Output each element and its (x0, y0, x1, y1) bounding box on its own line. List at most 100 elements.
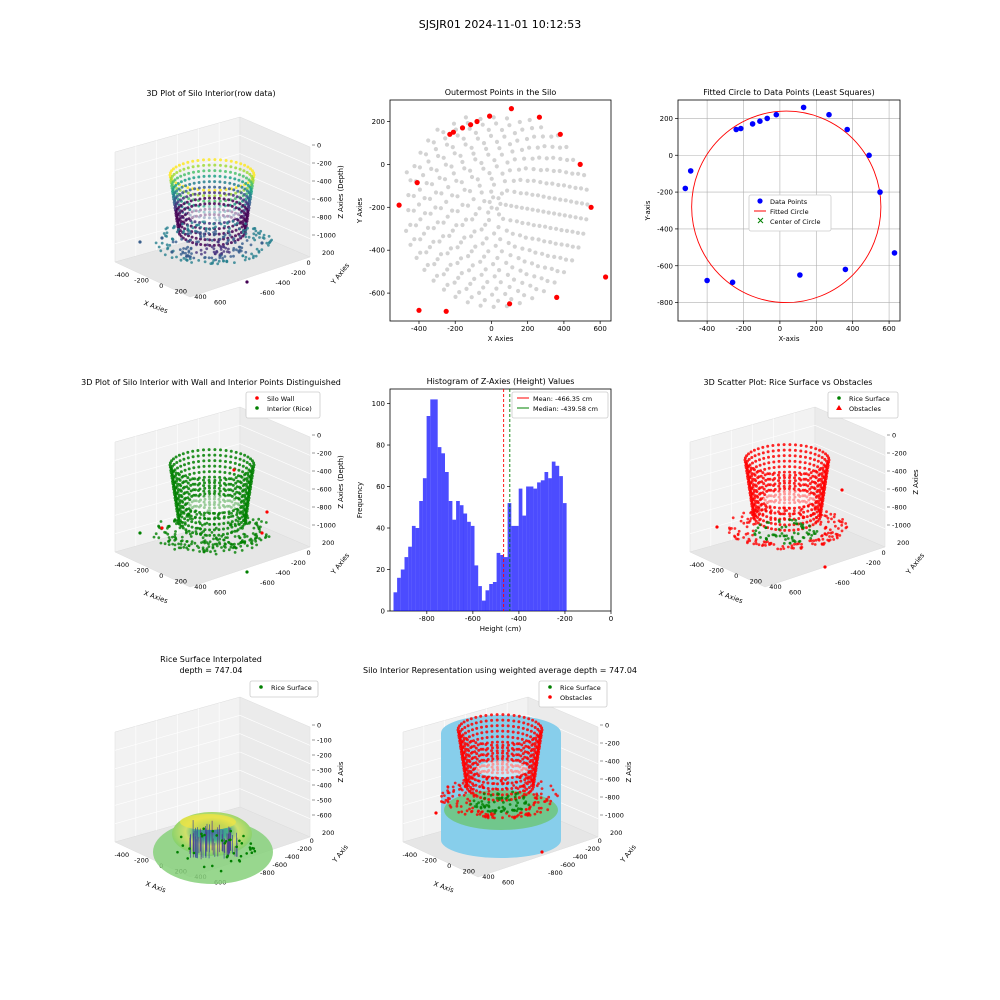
interior-point (531, 178, 536, 183)
data-point (208, 522, 212, 526)
data-point (773, 488, 777, 491)
interior-point (496, 196, 501, 201)
data-point (218, 191, 221, 195)
interior-point (494, 121, 499, 126)
data-point (815, 516, 818, 520)
data-point (792, 531, 796, 535)
grid-line (814, 480, 886, 511)
data-point (777, 448, 781, 452)
grid-line (814, 498, 886, 529)
data-point (480, 800, 484, 803)
data-point (184, 189, 188, 193)
data-point (192, 170, 195, 174)
data-point (195, 532, 198, 536)
data-point (496, 782, 499, 786)
data-point (223, 186, 227, 190)
data-point (190, 540, 194, 543)
interior-point (530, 207, 535, 212)
data-point (166, 226, 169, 230)
data-point (810, 508, 814, 512)
data-point (214, 526, 218, 530)
data-point (808, 524, 811, 528)
data-point (241, 524, 245, 528)
data-point (536, 748, 540, 752)
interior-point (432, 262, 437, 267)
data-point (819, 523, 822, 526)
data-point (227, 540, 230, 544)
data-point (235, 513, 239, 517)
data-point (205, 521, 209, 525)
data-point (463, 744, 467, 748)
data-point (824, 472, 828, 476)
interior-point (464, 286, 469, 291)
data-point (189, 231, 193, 235)
data-point (200, 523, 204, 527)
data-point (181, 251, 185, 255)
y-tick-label: -400 (285, 853, 300, 861)
data-point (818, 511, 822, 515)
data-point (217, 202, 221, 206)
data-point (506, 754, 510, 758)
x-tick-label: 200 (750, 577, 762, 585)
interior-point (584, 187, 589, 192)
data-point (761, 491, 765, 495)
data-point (243, 187, 247, 191)
data-point (480, 736, 484, 740)
data-point (252, 526, 256, 530)
data-point (769, 488, 773, 492)
data-point (193, 187, 197, 191)
data-point (782, 479, 786, 483)
data-point (184, 184, 188, 188)
x-tick-label: 0 (778, 325, 782, 333)
data-point (514, 780, 518, 784)
histogram-bar (467, 521, 471, 611)
data-point (501, 805, 505, 809)
data-point (813, 487, 817, 491)
data-point (479, 805, 483, 809)
data-point (768, 472, 772, 476)
x-tick-label: -400 (699, 325, 715, 333)
data-point (812, 530, 816, 533)
data-point (257, 249, 261, 253)
data-point (223, 233, 227, 237)
interior-point (426, 159, 431, 164)
data-point (177, 187, 181, 191)
data-point (474, 793, 478, 797)
data-point (813, 458, 816, 462)
x-tick-label: 600 (214, 298, 226, 306)
interior-point (458, 153, 463, 158)
data-point (197, 465, 201, 469)
data-point (258, 537, 261, 540)
data-point (247, 494, 251, 498)
legend-marker (837, 396, 841, 400)
interior-point (517, 301, 522, 306)
z-tick-label: -600 (317, 196, 332, 204)
interior-point (507, 284, 512, 290)
data-point (231, 199, 235, 203)
data-point (535, 759, 539, 763)
data-point (760, 485, 764, 489)
z-tick-label: -800 (317, 504, 332, 512)
data-point (247, 468, 251, 472)
data-point (260, 248, 264, 252)
y-tick-label: -400 (851, 569, 866, 577)
data-point (497, 806, 501, 810)
data-point (172, 462, 176, 466)
data-point (251, 466, 255, 470)
data-point (539, 731, 543, 735)
interior-point (496, 225, 501, 230)
data-point (232, 852, 236, 855)
histogram-bar (448, 501, 453, 611)
data-point (241, 242, 244, 246)
data-point (244, 255, 248, 259)
data-point (168, 243, 172, 247)
interior-point (416, 202, 422, 207)
data-point (172, 185, 176, 189)
data-point (185, 540, 189, 543)
data-point (461, 781, 465, 785)
data-point (219, 248, 223, 251)
data-point (181, 486, 185, 490)
data-point (458, 729, 462, 733)
interior-point (408, 242, 413, 247)
data-point (496, 751, 499, 755)
